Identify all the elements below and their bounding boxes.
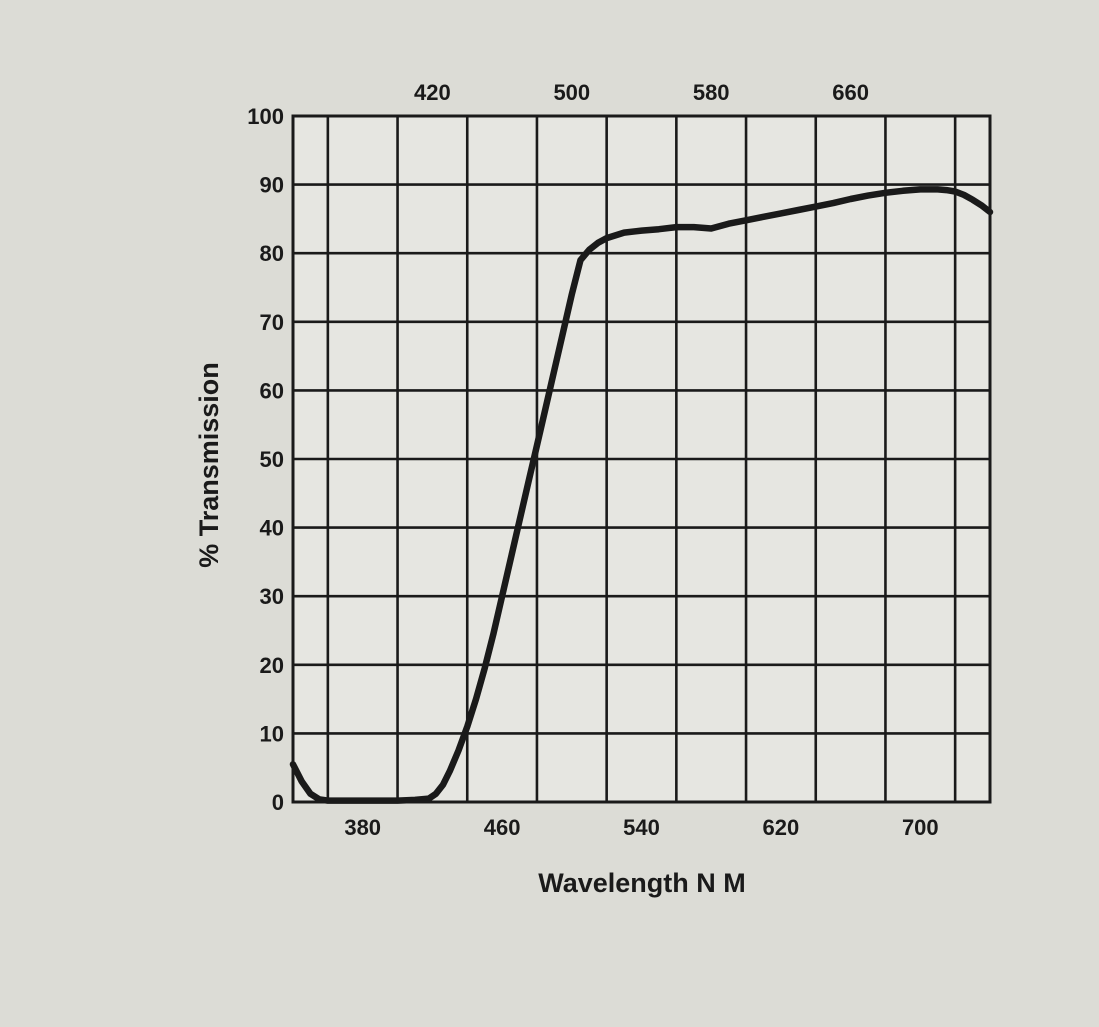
x-axis-title: Wavelength N M xyxy=(538,868,746,898)
grid xyxy=(293,116,990,802)
y-tick-label: 70 xyxy=(260,310,284,335)
y-tick-label: 20 xyxy=(260,653,284,678)
y-tick-label: 0 xyxy=(272,790,284,815)
x-tick-label-top: 660 xyxy=(832,80,869,105)
x-tick-label-top: 580 xyxy=(693,80,730,105)
x-tick-label-bottom: 540 xyxy=(623,815,660,840)
x-tick-label-top: 420 xyxy=(414,80,451,105)
y-tick-label: 30 xyxy=(260,584,284,609)
y-tick-label: 90 xyxy=(260,173,284,198)
y-tick-label: 10 xyxy=(260,721,284,746)
x-axis-top-ticks: 420 500 580 660 xyxy=(414,80,869,105)
x-tick-label-top: 500 xyxy=(553,80,590,105)
y-tick-label: 60 xyxy=(260,378,284,403)
transmission-curve xyxy=(289,186,994,804)
y-tick-label: 100 xyxy=(247,104,284,129)
x-tick-label-bottom: 700 xyxy=(902,815,939,840)
plot-frame xyxy=(291,114,992,804)
x-tick-label-bottom: 380 xyxy=(344,815,381,840)
y-axis-title: % Transmission xyxy=(194,362,224,568)
y-axis-ticks: 0 10 20 30 40 50 60 70 80 90 100 xyxy=(247,104,284,815)
x-axis-bottom-ticks: 380 460 540 620 700 xyxy=(344,815,938,840)
y-tick-label: 80 xyxy=(260,241,284,266)
x-tick-label-bottom: 620 xyxy=(763,815,800,840)
data-curve-layer xyxy=(289,186,994,804)
y-tick-label: 50 xyxy=(260,447,284,472)
y-tick-label: 40 xyxy=(260,516,284,541)
x-tick-label-bottom: 460 xyxy=(484,815,521,840)
